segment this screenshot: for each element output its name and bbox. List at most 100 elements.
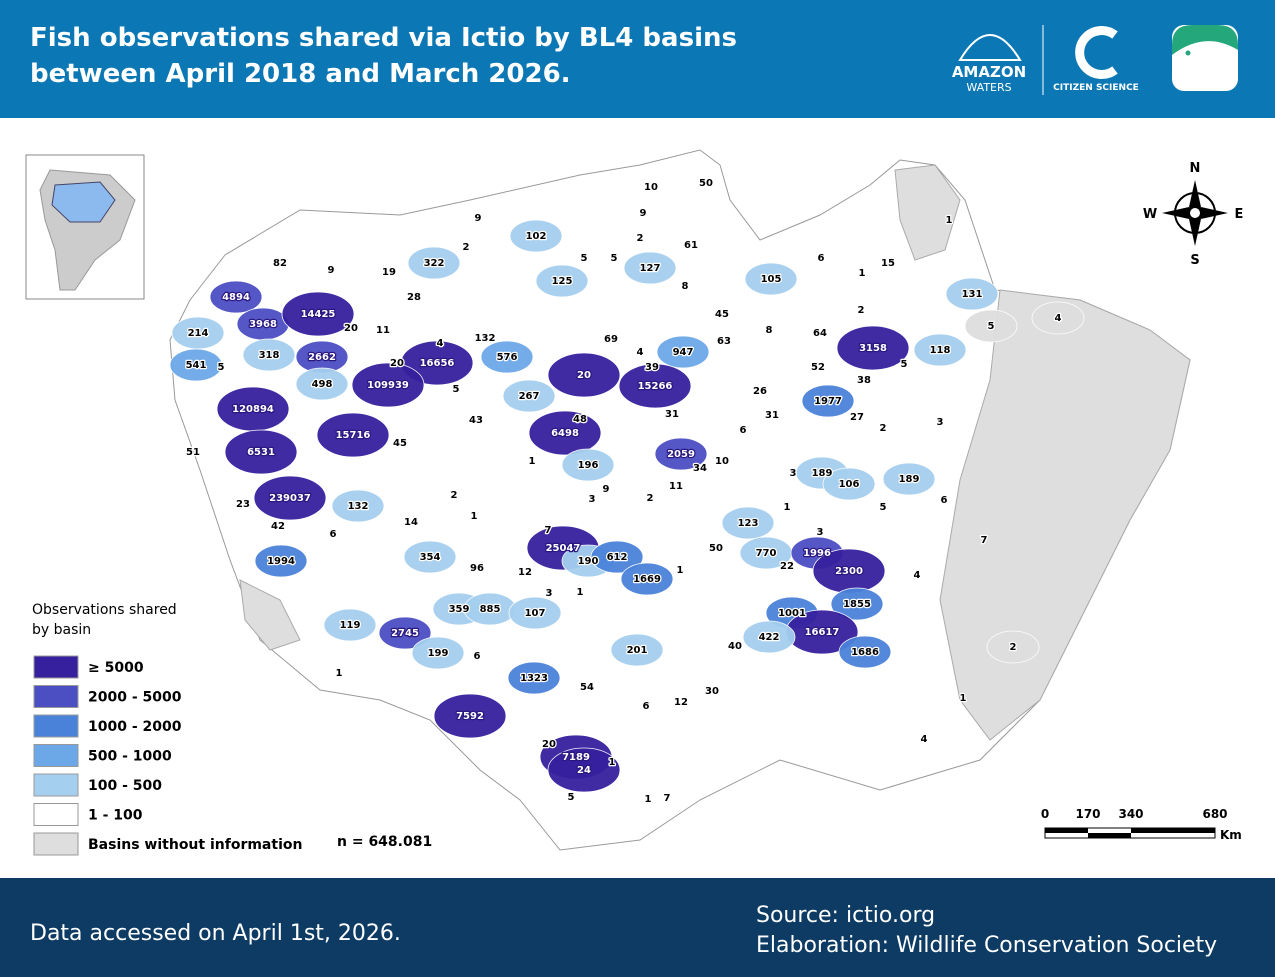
basin-label: 318	[259, 350, 280, 361]
basin	[822, 467, 876, 501]
basin	[224, 429, 298, 475]
basin-label: 6531	[247, 447, 275, 458]
basin-label: 39	[645, 362, 659, 373]
basin-label: 24	[577, 765, 591, 776]
basin-label: 239037	[269, 493, 311, 504]
basin-label: 50	[709, 543, 723, 554]
basin-label: 7	[664, 793, 671, 804]
basin-label: 2300	[835, 566, 863, 577]
basin-label: 267	[519, 391, 540, 402]
basin-label: 109939	[367, 380, 409, 391]
basin-label: 119	[340, 620, 361, 631]
basin-label: 30	[705, 686, 719, 697]
basin-label: 3	[817, 527, 824, 538]
basin-label: 1	[946, 215, 953, 226]
basin	[323, 608, 377, 642]
basin-label: 2	[451, 490, 458, 501]
basin	[913, 333, 967, 367]
basin-label: 31	[765, 410, 779, 421]
compass: N E S W	[1143, 161, 1244, 268]
basin	[830, 587, 884, 621]
basin-label: 5	[611, 253, 618, 264]
basin-label: 9	[603, 484, 610, 495]
basin-label: 40	[728, 641, 742, 652]
legend-swatch	[33, 685, 79, 708]
basin-label: 1	[471, 511, 478, 522]
basin-label: 9	[475, 213, 482, 224]
basin	[838, 635, 892, 669]
basin-label: 6	[941, 495, 948, 506]
basin-label: 11	[669, 481, 683, 492]
basin-label: 189	[812, 468, 833, 479]
basin	[508, 596, 562, 630]
basin-label: 23	[236, 499, 250, 510]
basin-label: 1686	[851, 647, 879, 658]
basin-label: 96	[470, 563, 484, 574]
basin-label: 120894	[232, 404, 274, 415]
basin-label: 15266	[638, 381, 673, 392]
legend-title: by basin	[32, 622, 91, 638]
app-icon	[1172, 25, 1238, 91]
basin	[509, 219, 563, 253]
basin-label: 7	[545, 525, 552, 536]
title-line: Fish observations shared via Ictio by BL…	[30, 23, 737, 53]
basin-label: 498	[312, 379, 333, 390]
basin-label: 12	[674, 697, 688, 708]
basin	[744, 262, 798, 296]
basin-label: 7	[981, 535, 988, 546]
basin	[742, 620, 796, 654]
basin-label: 125	[552, 276, 573, 287]
logo-text: CITIZEN SCIENCE	[1053, 83, 1139, 93]
basin-label: 1994	[267, 556, 295, 567]
basin-label: 51	[186, 447, 200, 458]
scale-label: 680	[1202, 807, 1227, 821]
scale-bar: 0 170 340 680 Km	[1041, 807, 1242, 842]
basin-label: 118	[930, 345, 951, 356]
no-info-region	[239, 579, 301, 651]
basin	[433, 693, 507, 739]
basin-label: 6	[740, 425, 747, 436]
basin-label: 4	[437, 338, 444, 349]
legend-swatch	[33, 714, 79, 738]
basin	[623, 251, 677, 285]
basin-label: 54	[580, 682, 594, 693]
basin-label: 3	[546, 588, 553, 599]
basin	[378, 616, 432, 650]
basin-label: 1	[577, 587, 584, 598]
basin-label: 7189	[562, 752, 590, 763]
basin-label: 3	[589, 494, 596, 505]
basin-label: 4	[914, 570, 921, 581]
basin-label: 2059	[667, 449, 695, 460]
basin-label: 422	[759, 632, 780, 643]
basin	[411, 636, 465, 670]
basin-label: 105	[761, 274, 782, 285]
no-info-region	[894, 164, 961, 261]
basin-label: 196	[578, 460, 599, 471]
basin-label: 22	[780, 561, 794, 572]
basin-label: 5	[988, 321, 995, 332]
basin-label: 6	[330, 529, 337, 540]
basin-label: 102	[526, 231, 547, 242]
scale-unit: Km	[1220, 828, 1242, 842]
basin-label: 5	[880, 502, 887, 513]
legend-swatch	[33, 803, 79, 826]
basin	[882, 462, 936, 496]
logo-text: AMAZON	[952, 63, 1026, 81]
basin	[169, 348, 223, 382]
compass-label: N	[1190, 161, 1201, 176]
basin	[610, 633, 664, 667]
basin	[547, 352, 621, 398]
basin-label: 6	[643, 701, 650, 712]
basin	[316, 412, 390, 458]
basin-label: 612	[607, 552, 628, 563]
basin-label: 38	[857, 375, 871, 386]
basin-label: 20	[542, 739, 556, 750]
basin	[253, 475, 327, 521]
basin-label: 106	[839, 479, 860, 490]
basin-label: 10	[644, 182, 658, 193]
basin-label: 34	[693, 463, 707, 474]
legend-label: ≥ 5000	[88, 660, 144, 676]
legend-label: 1 - 100	[88, 808, 143, 824]
basin-label: 3968	[249, 319, 277, 330]
